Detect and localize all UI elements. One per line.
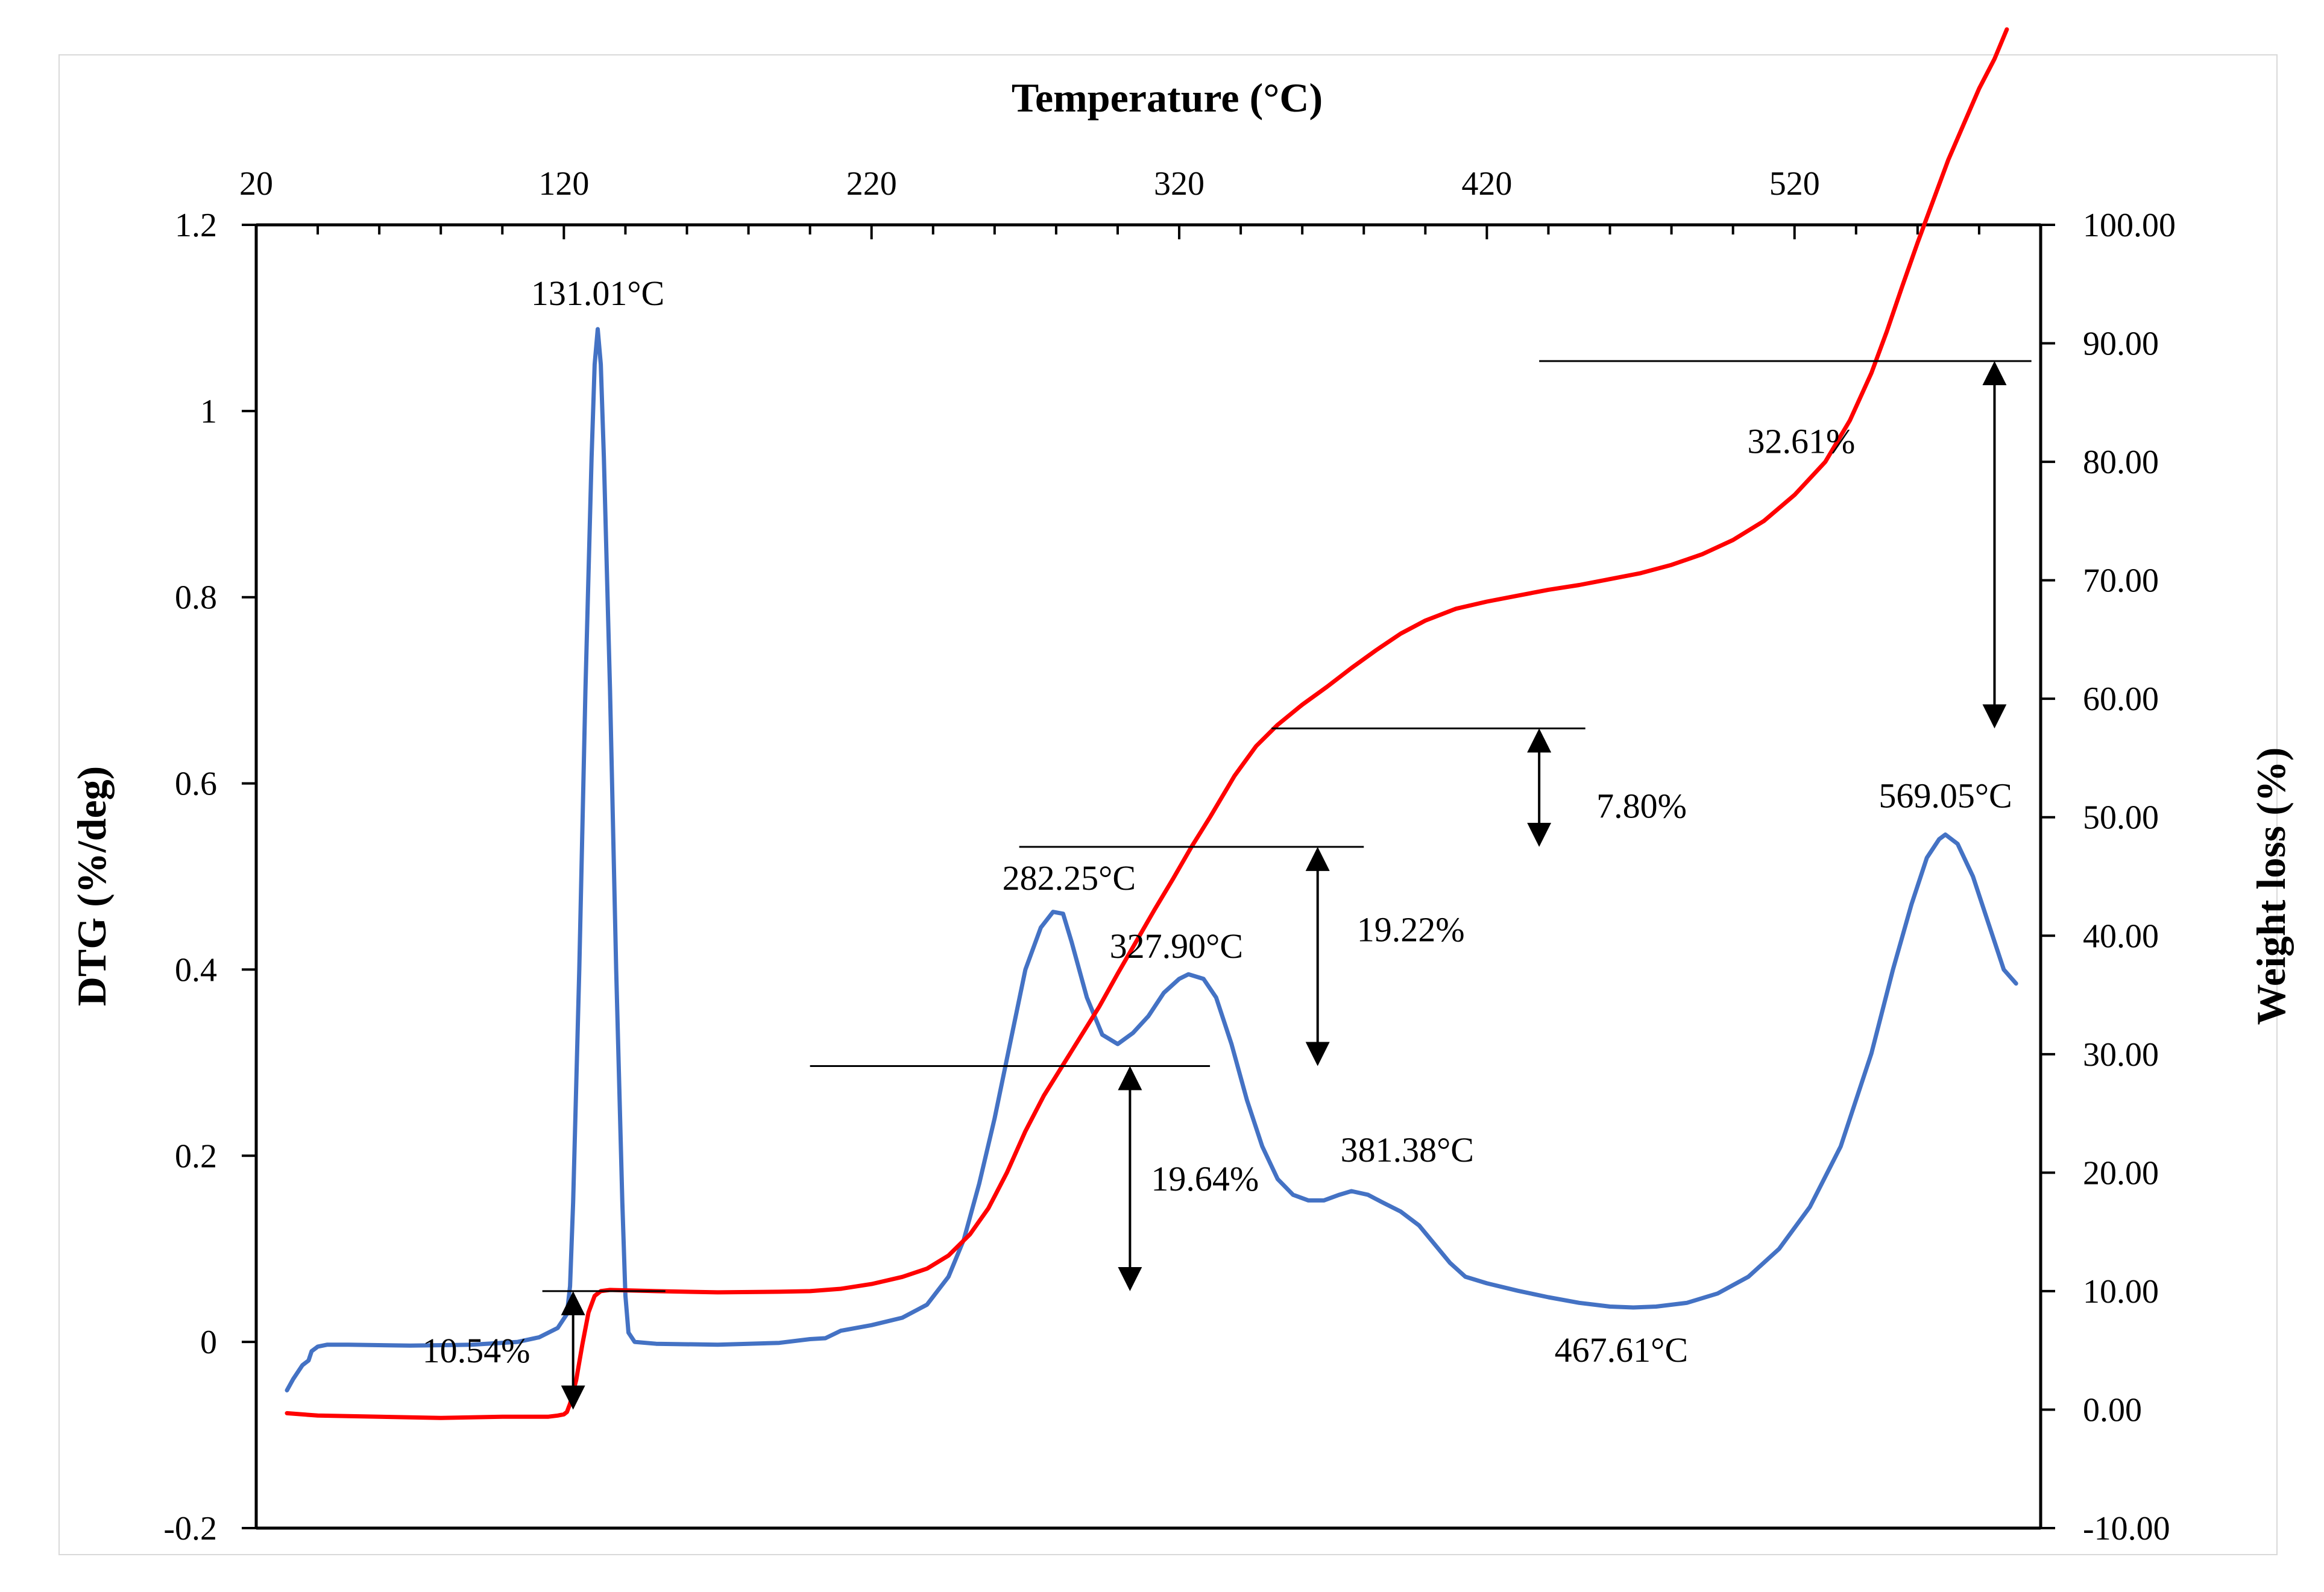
y-left-tick-label: 0.6 xyxy=(175,766,217,803)
y-right-tick-label: 10.00 xyxy=(2083,1273,2159,1310)
step-percent-label: 19.22% xyxy=(1357,910,1465,949)
x-tick-label: 420 xyxy=(1461,165,1512,203)
y-right-tick-label: 100.00 xyxy=(2083,207,2176,244)
peak-temperature-label: 282.25°C xyxy=(1003,858,1136,898)
y-left-tick-label: 0.2 xyxy=(175,1137,217,1175)
series-layer xyxy=(285,27,2018,1420)
step-percent-label: 10.54% xyxy=(423,1331,531,1370)
y-right-tick-label: 0.00 xyxy=(2083,1391,2142,1429)
peak-labels: 131.01°C 282.25°C 327.90°C 381.38°C 467.61°C… xyxy=(531,274,2012,1370)
weight-step-annotations: 10.54% 19.64% 19.22% 7.80% 32.61% xyxy=(423,360,2032,1410)
y-right-tick-label: 90.00 xyxy=(2083,326,2159,363)
y-right-axis-title: Weight loss (%) xyxy=(2248,747,2294,1025)
y-right-tick-label: 60.00 xyxy=(2083,681,2159,718)
y-right-tick-label: 50.00 xyxy=(2083,799,2159,837)
x-tick-label: 320 xyxy=(1154,165,1205,203)
peak-temperature-label: 131.01°C xyxy=(531,274,664,313)
x-tick-label: 20 xyxy=(239,165,273,203)
x-tick-label: 220 xyxy=(846,165,897,203)
x-axis-title: Temperature (°C) xyxy=(1012,75,1323,121)
y-left-tick-label: 1.2 xyxy=(175,207,217,244)
y-left-tick-label: -0.2 xyxy=(163,1510,217,1547)
axes-layer: 20 120 220 320 420 520 -0.2 0 0.2 0.4 0.6 0.8 1 1.2 -1… xyxy=(163,165,2176,1547)
step-percent-label: 32.61% xyxy=(1747,421,1855,461)
y-left-tick-label: 1 xyxy=(200,393,217,430)
peak-temperature-label: 327.90°C xyxy=(1110,927,1243,966)
chart-frame xyxy=(58,54,2278,1555)
y-right-tick-label: 40.00 xyxy=(2083,917,2159,955)
series-line-dtg xyxy=(285,327,2018,1392)
y-left-tick-label: 0.8 xyxy=(175,579,217,617)
y-right-tick-label: 20.00 xyxy=(2083,1154,2159,1192)
y-right-tick-label: -10.00 xyxy=(2083,1510,2170,1547)
x-tick-label: 520 xyxy=(1769,165,1820,203)
step-percent-label: 19.64% xyxy=(1151,1159,1259,1198)
y-left-tick-label: 0 xyxy=(200,1324,217,1361)
y-right-tick-label: 80.00 xyxy=(2083,444,2159,481)
x-tick-label: 120 xyxy=(538,165,589,203)
y-left-tick-label: 0.4 xyxy=(175,951,217,989)
y-left-axis-title: DTG (%/deg) xyxy=(69,766,115,1007)
peak-temperature-label: 569.05°C xyxy=(1878,776,2012,816)
step-percent-label: 7.80% xyxy=(1596,787,1687,826)
peak-temperature-label: 467.61°C xyxy=(1555,1330,1688,1370)
peak-temperature-label: 381.38°C xyxy=(1341,1130,1474,1169)
y-right-tick-label: 30.00 xyxy=(2083,1036,2159,1074)
series-line-weight-loss xyxy=(285,27,2009,1420)
y-right-tick-label: 70.00 xyxy=(2083,562,2159,600)
